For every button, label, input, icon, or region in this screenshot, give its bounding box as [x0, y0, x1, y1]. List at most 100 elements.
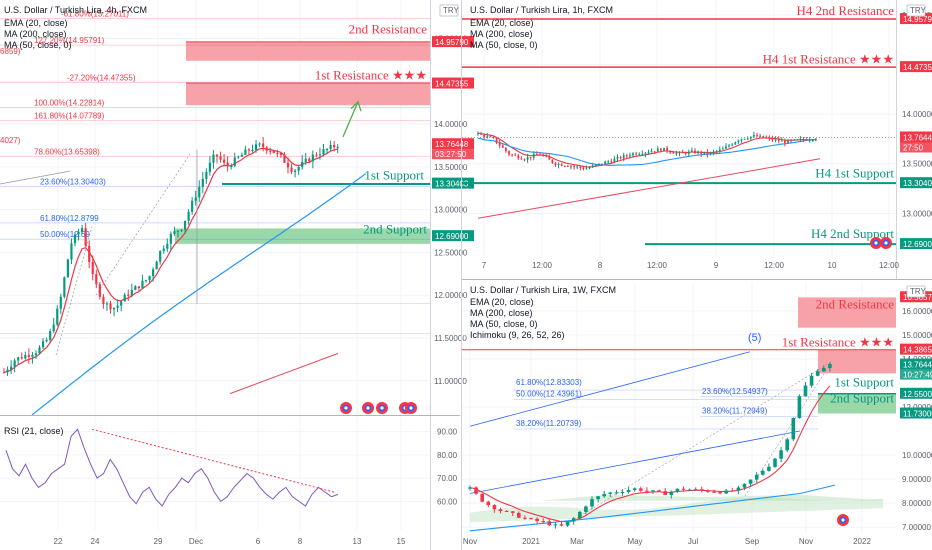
- indicator-ichimoku-1w[interactable]: Ichimoku (9, 26, 52, 26): [470, 330, 565, 340]
- candle-1w-candle: [724, 490, 728, 494]
- x-tick-4h: 24: [91, 537, 100, 546]
- candle-1h-candle: [681, 152, 684, 154]
- candle-4h-candle: [297, 166, 300, 171]
- price-axis-1w[interactable]: 16.0000015.0000014.0000012.0000010.00000…: [900, 291, 932, 532]
- x-tick-1h: 12:00: [532, 261, 553, 270]
- candle-4h-candle: [237, 156, 240, 158]
- x-tick-4h: 6: [256, 537, 261, 546]
- candle-4h-candle: [201, 178, 204, 187]
- candle-1h-candle: [756, 135, 758, 137]
- candle-1w-candle: [651, 490, 655, 492]
- candle-1w-candle: [547, 521, 552, 526]
- candle-1h-candle: [687, 151, 690, 154]
- x-tick-1w: 2021: [522, 537, 540, 546]
- candle-1w-candle: [748, 479, 753, 484]
- candle-4h-candle: [38, 347, 41, 354]
- candle-1w-candle: [529, 518, 533, 520]
- y-tick-1h: 13.50000: [902, 160, 932, 169]
- price-1h-badge-text: 14.47355: [903, 63, 932, 72]
- ema-line-1h: [477, 132, 816, 168]
- candle-1h-candle: [734, 142, 737, 145]
- candle-4h-candle: [137, 286, 140, 289]
- candle-4h-candle: [233, 157, 236, 166]
- time-axis-4h[interactable]: 22 24 29 Dec 6 8 13 15: [54, 537, 406, 546]
- candle-1h-candle: [768, 137, 771, 139]
- candle-1h-candle: [567, 166, 569, 168]
- candle-1h-candle: [712, 151, 715, 153]
- candle-4h-candle: [6, 369, 9, 373]
- price-axis-4h[interactable]: 15.0000014.5000014.0000013.5000013.00000…: [430, 0, 475, 550]
- candle-1w-candle: [785, 439, 789, 451]
- candles-4h: [2, 137, 339, 376]
- rsi-label[interactable]: RSI (21, close): [4, 426, 64, 436]
- candle-1h-candle: [622, 155, 625, 159]
- rsi-panel[interactable]: 90.00 80.00 70.00 60.00 RSI (21, close): [0, 415, 460, 507]
- candle-4h-candle: [116, 305, 119, 308]
- candle-1h-candle: [644, 152, 647, 154]
- x-tick-1h: 12:00: [764, 261, 785, 270]
- candles-1w: [468, 362, 832, 529]
- candle-1h-candle: [697, 151, 699, 154]
- svg-text:TRY: TRY: [910, 287, 927, 296]
- indicator-ma200-1w[interactable]: MA (200, close): [470, 308, 533, 318]
- chart-1h[interactable]: H4 2nd Resistance H4 1st Resistance ★★★ H4…: [462, 0, 932, 279]
- price-4h-badge: [432, 36, 474, 48]
- chart-1w[interactable]: 2nd Resistance 1st Resistance ★★★ 1st Supp…: [462, 282, 932, 546]
- indicator-ma50-4h[interactable]: MA (50, close, 0): [4, 40, 72, 50]
- candle-1h-candle: [570, 166, 572, 168]
- y-tick-4h: 11.00000: [434, 377, 467, 386]
- rsi-y-tick: 60.00: [437, 497, 458, 506]
- candle-4h-candle: [52, 324, 55, 332]
- candle-1h-candle: [545, 155, 548, 157]
- price-axis-1h[interactable]: 15.0000014.5000014.0000013.5000013.00000…: [896, 0, 932, 279]
- candle-4h-candle: [141, 280, 144, 289]
- ichimoku-cloud-area: [470, 497, 883, 523]
- candle-4h-candle: [81, 228, 84, 232]
- candle-4h-candle: [279, 153, 282, 155]
- indicator-ma50-1h[interactable]: MA (50, close, 0): [470, 40, 538, 50]
- price-4h-badge: [432, 177, 474, 189]
- candle-1h-candle: [598, 163, 600, 165]
- price-1h-badge-text: 13.30403: [903, 179, 932, 188]
- ma50-line-1w: [469, 484, 836, 532]
- candle-1h-candle: [632, 153, 634, 156]
- candle-1w-candle: [590, 499, 594, 507]
- label-w-2nd-resistance: 2nd Resistance: [816, 296, 895, 311]
- indicator-ema-1h[interactable]: EMA (20, close): [470, 18, 534, 28]
- candle-4h-candle: [34, 353, 38, 356]
- candle-4h-candle: [17, 357, 20, 361]
- indicator-ma50-1w[interactable]: MA (50, close, 0): [470, 319, 538, 329]
- candle-4h-candle: [63, 277, 66, 297]
- price-1h-badge-text: 14.95790: [903, 15, 932, 24]
- x-tick-1h: 12:00: [647, 261, 668, 270]
- candle-1w-candle: [608, 492, 613, 494]
- candle-4h-candle: [134, 286, 137, 291]
- candle-1h-candle: [505, 147, 507, 152]
- price-1h-badge: [900, 61, 932, 73]
- candle-4h-candle: [10, 366, 13, 370]
- indicator-ma200-1h[interactable]: MA (200, close): [470, 29, 533, 39]
- chart-4h[interactable]: 2nd Resistance 1st Resistance ★★★ 1st Supp…: [0, 0, 474, 550]
- candle-4h-candle: [311, 154, 314, 162]
- indicator-ema-1w[interactable]: EMA (20, close): [470, 297, 534, 307]
- candle-4h-candle: [120, 301, 123, 306]
- candle-1w-candle: [620, 491, 625, 493]
- indicator-ma200-4h[interactable]: MA (200, close): [4, 29, 67, 39]
- candle-1h-candle: [616, 156, 619, 159]
- candle-4h-candle: [244, 149, 247, 155]
- indicator-ema-4h[interactable]: EMA (20, close): [4, 18, 68, 28]
- time-axis-1h[interactable]: 7 12:00 8 12:00 9 12:00 10 12:00: [482, 261, 900, 270]
- event-4h-flag-dot: [344, 406, 348, 410]
- price-1w-badge-sub: [900, 369, 932, 380]
- time-axis-1w[interactable]: Nov 2021 Mar May Jul Sep Nov 2022: [463, 537, 872, 546]
- candle-4h-candle: [180, 229, 183, 231]
- ma50-line-4h: [31, 173, 367, 416]
- trendline-1w: [569, 361, 833, 523]
- label-w-1st-support: 1st Support: [834, 374, 894, 389]
- label-h4-2nd-resistance: H4 2nd Resistance: [797, 3, 895, 18]
- candle-1h-candle: [576, 166, 579, 168]
- candle-4h-candle: [290, 167, 293, 173]
- label-h4-1st-resistance: H4 1st Resistance ★★★: [763, 52, 894, 67]
- currency-label-1w: TRY: [906, 285, 927, 298]
- fib-levels-1w: 61.80%(12.83303) 50.00%(12.43961) 23.60%(1…: [469, 351, 833, 523]
